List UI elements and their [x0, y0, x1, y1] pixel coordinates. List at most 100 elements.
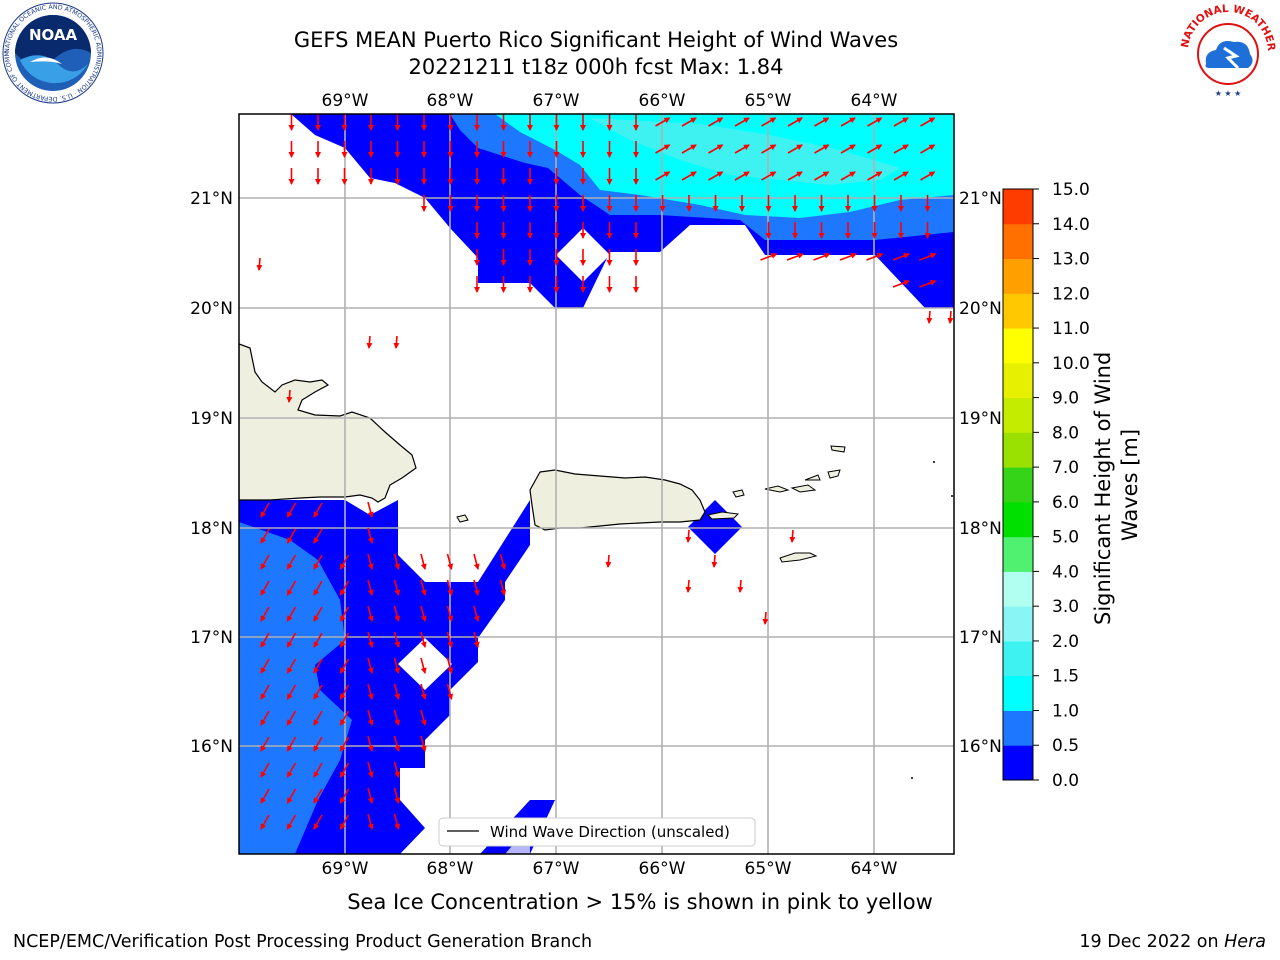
wave-direction-arrow [420, 579, 427, 596]
wave-direction-arrow [446, 683, 454, 700]
wave-direction-arrow [920, 117, 936, 127]
wave-direction-arrow [367, 813, 374, 830]
lat-label: 19°N [959, 409, 1002, 429]
wave-direction-arrow [761, 171, 777, 181]
lat-label: 21°N [190, 189, 233, 209]
wave-direction-arrow [473, 631, 480, 648]
wave-direction-arrow [286, 554, 297, 570]
colorbar-tick-label: 8.0 [1052, 423, 1079, 443]
colorbar-swatch [1003, 745, 1033, 781]
colorbar: 0.0 0.5 1.0 1.5 2.0 3.0 4.0 5.0 6.0 7.0 8.0 9.0 10.0… [1002, 180, 1090, 791]
wave-direction-arrow [446, 553, 454, 570]
lon-label: 64°W [851, 859, 898, 879]
wave-direction-arrow [367, 709, 374, 726]
lon-label: 64°W [851, 91, 898, 111]
wave-direction-arrow [313, 606, 323, 622]
wave-direction-arrow [711, 554, 718, 568]
land-culebra [732, 489, 745, 498]
wave-direction-arrow [367, 735, 374, 752]
wave-direction-arrow [393, 335, 400, 349]
wave-direction-arrow [920, 144, 936, 154]
svg-text:Significant Height of Wind: Significant Height of Wind Waves [m] [1091, 345, 1142, 625]
wave-direction-arrow [814, 171, 830, 181]
colorbar-tick-label: 14.0 [1052, 215, 1090, 235]
wave-direction-arrow [867, 117, 883, 127]
wave-direction-arrow [393, 553, 401, 570]
gridlines [239, 114, 954, 854]
wave-direction-arrow [339, 554, 350, 570]
nws-logo: NATIONAL WEATHER SERVICE ★ ★ ★ [1178, 2, 1277, 98]
wave-direction-arrow [446, 605, 454, 622]
wave-direction-arrow [393, 761, 401, 778]
wave-direction-arrow [367, 683, 374, 700]
wave-direction-arrow [866, 252, 884, 261]
wave-direction-arrow [260, 580, 270, 596]
wave-direction-arrow [893, 171, 909, 181]
lon-label: 67°W [533, 91, 580, 111]
wave-direction-arrow [260, 762, 270, 778]
wave-direction-arrow [260, 684, 270, 700]
wave-direction-arrow [420, 553, 427, 570]
wave-direction-arrow [762, 611, 769, 625]
wave-direction-arrow [367, 787, 374, 804]
wave-direction-arrow [393, 813, 401, 830]
map-legend: Wind Wave Direction (unscaled) [438, 817, 756, 847]
colorbar-swatch [1003, 223, 1033, 260]
wave-direction-arrow [420, 657, 427, 674]
wave-direction-arrow [367, 761, 374, 778]
footer-credit: NCEP/EMC/Verification Post Processing Pr… [13, 932, 593, 952]
land-st-croix [779, 552, 818, 563]
wave-direction-arrow [260, 788, 270, 804]
lon-label: 65°W [745, 91, 792, 111]
wave-direction-arrow [814, 117, 830, 127]
wave-direction-arrow [920, 171, 936, 181]
lon-label: 69°W [322, 859, 369, 879]
wave-direction-arrow [393, 605, 401, 622]
colorbar-swatch [1003, 501, 1033, 538]
land-hispaniola [239, 343, 417, 503]
wave-direction-arrow [339, 632, 350, 648]
wave-direction-arrow [339, 762, 350, 778]
wave-direction-arrow [473, 579, 480, 596]
wave-direction-arrow [339, 736, 350, 752]
wave-direction-arrow [313, 658, 323, 674]
wave-direction-arrow [313, 788, 323, 804]
legend-label: Wind Wave Direction (unscaled) [490, 823, 730, 841]
wave-direction-arrow [260, 502, 270, 518]
wave-direction-arrow [737, 579, 744, 593]
wave-direction-arrow [286, 710, 297, 726]
wave-direction-arrow [685, 529, 692, 543]
wave-direction-arrow [814, 144, 830, 154]
wave-direction-arrow [867, 144, 883, 154]
wave-direction-arrow [313, 632, 323, 648]
wave-direction-arrow [734, 171, 750, 181]
colorbar-tick-label: 13.0 [1052, 250, 1090, 270]
colorbar-tick-label: 7.0 [1052, 458, 1079, 478]
lon-label: 66°W [639, 859, 686, 879]
wave-direction-arrow [256, 257, 263, 271]
colorbar-tick-label: 11.0 [1052, 319, 1090, 339]
lon-labels-top: 69°W 68°W 67°W 66°W 65°W 64°W [322, 91, 898, 111]
wave-direction-arrow [286, 632, 297, 648]
colorbar-label-line1: Significant Height of Wind [1091, 352, 1115, 625]
colorbar-tick-label: 9.0 [1052, 389, 1079, 409]
colorbar-label-line2: Waves [m] [1118, 429, 1142, 541]
wave-direction-arrow [313, 554, 323, 570]
colorbar-swatch [1003, 397, 1033, 433]
wave-direction-arrow [926, 310, 933, 324]
wave-direction-arrow [605, 554, 612, 568]
lon-label: 66°W [639, 91, 686, 111]
wave-direction-arrow [286, 502, 297, 518]
sea-ice-note: Sea Ice Concentration > 15% is shown in … [347, 890, 933, 914]
colorbar-frame [1002, 188, 1034, 781]
wave-direction-arrow [681, 144, 697, 154]
lat-labels-right: 21°N 20°N 19°N 18°N 17°N 16°N [959, 189, 1002, 757]
wave-direction-arrow [286, 684, 297, 700]
wave-direction-arrow [260, 736, 270, 752]
wave-direction-arrow [708, 144, 724, 154]
wave-direction-arrow [393, 683, 401, 700]
lat-label: 20°N [959, 299, 1002, 319]
wave-direction-arrow [420, 735, 427, 752]
wave-direction-arrow [367, 657, 374, 674]
